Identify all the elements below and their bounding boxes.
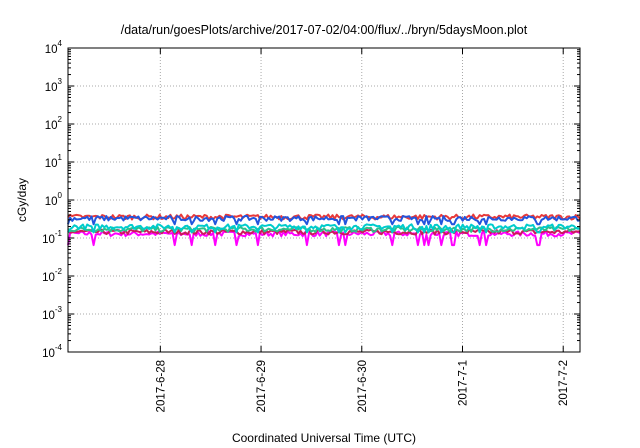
series-line-2	[67, 228, 581, 236]
x-tick-label: 2017-6-28	[155, 360, 167, 412]
grid	[68, 48, 580, 352]
series-line-5	[67, 213, 581, 221]
x-axis: 2017-6-28 2017-6-29 2017-6-30 2017-7-1 2017-…	[155, 48, 570, 412]
series-line-6	[67, 215, 581, 226]
series-line-4	[67, 223, 581, 234]
x-tick-label: 2017-6-30	[357, 360, 369, 412]
y-axis-label: cGy/day	[15, 178, 29, 222]
x-tick-label: 2017-6-29	[256, 360, 268, 412]
x-axis-label: Coordinated Universal Time (UTC)	[232, 431, 416, 445]
y-tick-label: 10-2	[42, 267, 62, 284]
series-layer	[67, 213, 581, 247]
y-tick-label: 100	[45, 191, 63, 208]
y-tick-label: 104	[45, 39, 63, 56]
y-tick-label: 10-4	[42, 343, 62, 360]
chart-title: /data/run/goesPlots/archive/2017-07-02/0…	[121, 23, 528, 37]
y-axis: 104 103 102 101 100 10-1 10-2 10-3 10-4	[42, 39, 580, 360]
y-tick-label: 10-3	[42, 305, 62, 322]
x-tick-label: 2017-7-1	[457, 360, 469, 406]
x-tick-label: 2017-7-2	[558, 360, 570, 406]
y-tick-label: 10-1	[42, 229, 62, 246]
y-tick-label: 101	[45, 153, 63, 170]
y-tick-label: 102	[45, 115, 63, 132]
y-tick-label: 103	[45, 77, 63, 94]
